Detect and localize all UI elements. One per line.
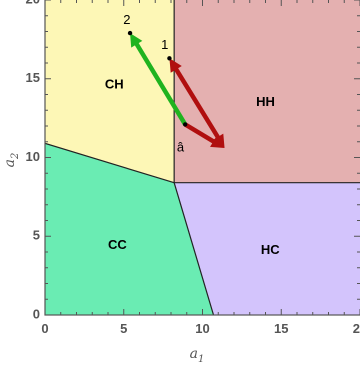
y-tick-label: 10 — [26, 149, 40, 164]
point-label-p1: 1 — [161, 37, 168, 52]
point-label-p2: 2 — [123, 12, 130, 27]
x-axis-title: a1 — [190, 346, 205, 365]
y-tick-label: 20 — [26, 0, 40, 6]
x-tick-label: 10 — [195, 321, 209, 336]
x-axis-title-main: a — [190, 346, 198, 362]
x-tick-label: 0 — [41, 321, 48, 336]
region-label-hc: HC — [261, 242, 280, 257]
y-tick-label: 15 — [26, 70, 40, 85]
region-label-cc: CC — [108, 237, 127, 252]
y-axis-title: a2 — [2, 153, 21, 168]
y-tick-label: 5 — [33, 228, 40, 243]
point-label-ahat: â — [177, 139, 185, 154]
y-axis-title-sub: 2 — [10, 153, 21, 160]
y-tick-label: 0 — [33, 306, 40, 321]
x-tick-label: 15 — [274, 321, 288, 336]
x-tick-label: 20 — [353, 321, 360, 336]
x-axis-title-sub: 1 — [198, 354, 204, 365]
point-ahat — [183, 122, 187, 126]
point-p2 — [128, 31, 132, 35]
point-p1 — [167, 56, 171, 60]
y-axis-title-main: a — [2, 159, 18, 167]
x-tick-label: 5 — [120, 321, 127, 336]
region-label-ch: CH — [105, 76, 124, 91]
region-hh — [174, 0, 360, 183]
region-label-hh: HH — [256, 94, 275, 109]
